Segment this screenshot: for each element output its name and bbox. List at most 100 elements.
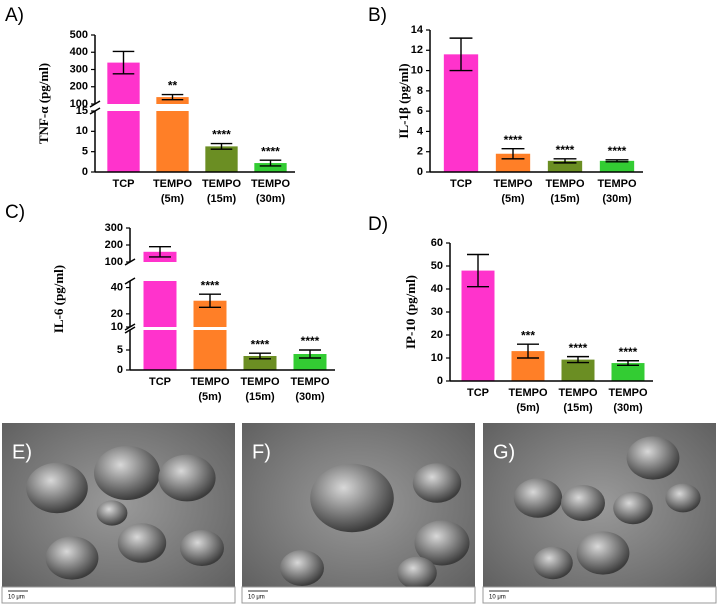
cell bbox=[397, 556, 437, 590]
bar bbox=[254, 163, 287, 172]
cell bbox=[414, 520, 470, 566]
info-bar bbox=[241, 586, 476, 604]
y-tick-label: 12 bbox=[411, 44, 423, 56]
cell bbox=[45, 536, 99, 580]
x-tick-label: (30m) bbox=[602, 193, 632, 205]
x-tick-label: (5m) bbox=[198, 391, 222, 403]
bar bbox=[107, 62, 140, 172]
x-tick-label: (15m) bbox=[563, 402, 593, 414]
x-tick-label: TEMPO bbox=[190, 376, 230, 388]
sem-image: 10 μm F) bbox=[241, 423, 476, 604]
y-tick-label: 5 bbox=[82, 146, 88, 158]
x-tick-label: (15m) bbox=[245, 391, 275, 403]
x-tick-label: (15m) bbox=[550, 193, 580, 205]
x-tick-label: TEMPO bbox=[558, 387, 598, 399]
significance-label: **** bbox=[608, 144, 627, 158]
y-tick-label: 500 bbox=[70, 29, 88, 41]
y-tick-label: 0 bbox=[117, 364, 123, 376]
significance-label: **** bbox=[569, 341, 588, 355]
x-tick-label: TEMPO bbox=[153, 178, 193, 190]
cell bbox=[96, 500, 128, 526]
axis-break-mark bbox=[124, 326, 136, 334]
axis-break-gap bbox=[131, 327, 336, 330]
cell bbox=[533, 546, 573, 580]
y-tick-label: 300 bbox=[70, 63, 88, 75]
y-axis-label: IP-10 (pg/ml) bbox=[403, 275, 418, 349]
panel-label: A) bbox=[5, 5, 24, 26]
bar bbox=[193, 300, 227, 370]
y-axis-label: IL-1β (pg/ml) bbox=[396, 63, 411, 138]
scale-label: 10 μm bbox=[8, 595, 25, 601]
panel-label: C) bbox=[5, 202, 25, 223]
y-tick-label: 15 bbox=[76, 105, 88, 117]
x-tick-label: (5m) bbox=[161, 193, 185, 205]
cell bbox=[626, 436, 680, 480]
y-tick-label: 30 bbox=[431, 306, 443, 318]
bar bbox=[243, 356, 277, 370]
significance-label: **** bbox=[212, 128, 231, 142]
y-tick-label: 0 bbox=[417, 166, 423, 178]
scale-label: 10 μm bbox=[489, 595, 506, 601]
panel-label: G) bbox=[493, 441, 515, 463]
y-tick-label: 100 bbox=[105, 256, 123, 268]
bar bbox=[205, 146, 238, 172]
x-tick-label: TEMPO bbox=[493, 178, 533, 190]
significance-label: ** bbox=[168, 79, 178, 93]
bar bbox=[611, 363, 645, 381]
y-tick-label: 10 bbox=[111, 321, 123, 333]
y-tick-label: 2 bbox=[417, 146, 423, 158]
y-tick-label: 20 bbox=[431, 329, 443, 341]
x-tick-label: (30m) bbox=[295, 391, 325, 403]
x-tick-label: TEMPO bbox=[508, 387, 548, 399]
cell bbox=[94, 446, 160, 500]
bar bbox=[599, 160, 635, 172]
significance-label: *** bbox=[521, 328, 535, 342]
y-tick-label: 0 bbox=[82, 166, 88, 178]
sem-image: 10 μm E) bbox=[1, 423, 236, 604]
x-tick-label: (15m) bbox=[207, 193, 237, 205]
x-tick-label: (30m) bbox=[256, 193, 286, 205]
cell bbox=[180, 530, 224, 566]
x-tick-label: TEMPO bbox=[251, 178, 291, 190]
x-tick-label: TEMPO bbox=[202, 178, 242, 190]
cell bbox=[158, 454, 216, 502]
info-bar bbox=[1, 586, 236, 604]
cell bbox=[613, 491, 653, 525]
y-tick-label: 200 bbox=[105, 239, 123, 251]
significance-label: **** bbox=[556, 143, 575, 157]
x-tick-label: TEMPO bbox=[240, 376, 280, 388]
x-tick-label: TEMPO bbox=[290, 376, 330, 388]
bar bbox=[461, 270, 495, 381]
x-tick-label: (30m) bbox=[613, 402, 643, 414]
y-tick-label: 60 bbox=[431, 237, 443, 249]
y-tick-label: 50 bbox=[431, 260, 443, 272]
y-axis-label: TNF-α (pg/ml) bbox=[36, 63, 51, 144]
y-tick-label: 10 bbox=[431, 352, 443, 364]
sem-image: 10 μm G) bbox=[482, 423, 717, 604]
x-tick-label: (5m) bbox=[516, 402, 540, 414]
significance-label: **** bbox=[504, 133, 523, 147]
y-tick-label: 100 bbox=[70, 98, 88, 110]
x-tick-label: TCP bbox=[450, 178, 472, 190]
y-tick-label: 40 bbox=[111, 281, 123, 293]
cell bbox=[665, 483, 701, 513]
cell bbox=[513, 478, 563, 518]
y-tick-label: 0 bbox=[437, 375, 443, 387]
axis-break-gap bbox=[96, 104, 296, 111]
x-tick-label: TEMPO bbox=[597, 178, 637, 190]
significance-label: **** bbox=[261, 144, 280, 158]
cell bbox=[412, 463, 462, 503]
y-tick-label: 300 bbox=[105, 222, 123, 234]
x-tick-label: TEMPO bbox=[545, 178, 585, 190]
y-tick-label: 10 bbox=[411, 64, 423, 76]
cell bbox=[26, 462, 88, 514]
y-tick-label: 40 bbox=[431, 283, 443, 295]
y-tick-label: 400 bbox=[70, 46, 88, 58]
y-tick-label: 20 bbox=[111, 308, 123, 320]
bar bbox=[547, 160, 583, 172]
panel-label: E) bbox=[12, 441, 32, 463]
y-tick-label: 200 bbox=[70, 81, 88, 93]
x-tick-label: TCP bbox=[149, 376, 171, 388]
cell bbox=[561, 485, 605, 521]
